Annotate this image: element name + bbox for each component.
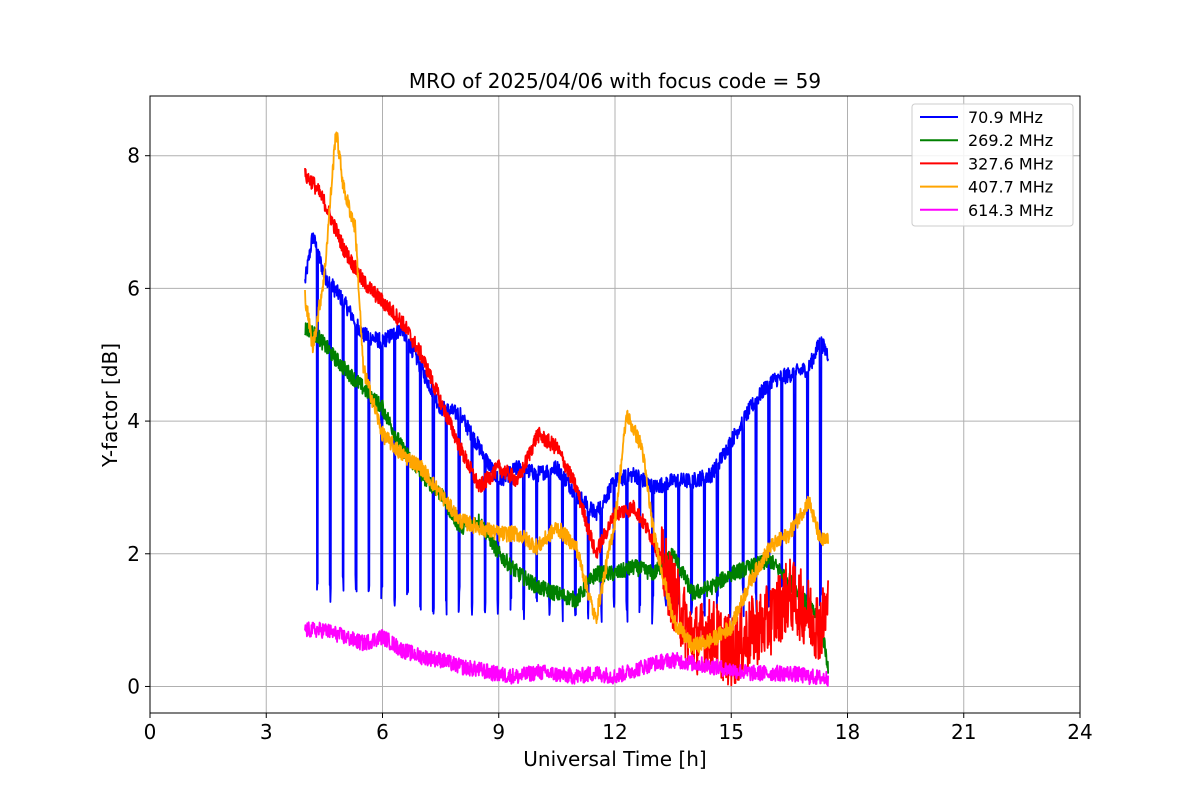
x-tick-label: 12 <box>602 720 627 744</box>
x-tick-label: 24 <box>1067 720 1092 744</box>
series-line-0 <box>304 232 829 625</box>
legend-label: 614.3 MHz <box>968 201 1053 220</box>
x-tick-label: 18 <box>835 720 860 744</box>
x-tick-label: 6 <box>376 720 389 744</box>
y-tick-label: 8 <box>127 144 140 168</box>
y-tick-label: 4 <box>127 409 140 433</box>
y-axis: 0 2 4 6 8 <box>127 144 150 698</box>
legend-box <box>911 103 1074 227</box>
y-tick-label: 6 <box>127 276 140 300</box>
x-tick-label: 3 <box>260 720 273 744</box>
legend-label: 269.2 MHz <box>968 131 1053 150</box>
legend-label: 70.9 MHz <box>968 108 1043 127</box>
series-line-4 <box>304 621 829 687</box>
x-tick-label: 21 <box>951 720 976 744</box>
legend-label: 407.7 MHz <box>968 178 1053 197</box>
x-axis-label: Universal Time [h] <box>523 747 706 771</box>
x-tick-label: 0 <box>144 720 157 744</box>
chart-title: MRO of 2025/04/06 with focus code = 59 <box>409 69 821 93</box>
y-tick-label: 2 <box>127 542 140 566</box>
series-line-1 <box>304 322 829 674</box>
plot-area <box>304 131 829 687</box>
x-tick-label: 9 <box>492 720 505 744</box>
series-line-3 <box>304 131 829 655</box>
series-line-2 <box>304 168 829 687</box>
x-axis: 0 3 6 9 12 15 18 21 24 <box>144 713 1093 744</box>
legend-label: 327.6 MHz <box>968 154 1053 173</box>
y-tick-label: 0 <box>127 674 140 698</box>
x-tick-label: 15 <box>719 720 744 744</box>
y-axis-label: Y-factor [dB] <box>98 343 122 468</box>
legend: 70.9 MHz 269.2 MHz 327.6 MHz 407.7 MHz 6… <box>911 103 1074 227</box>
